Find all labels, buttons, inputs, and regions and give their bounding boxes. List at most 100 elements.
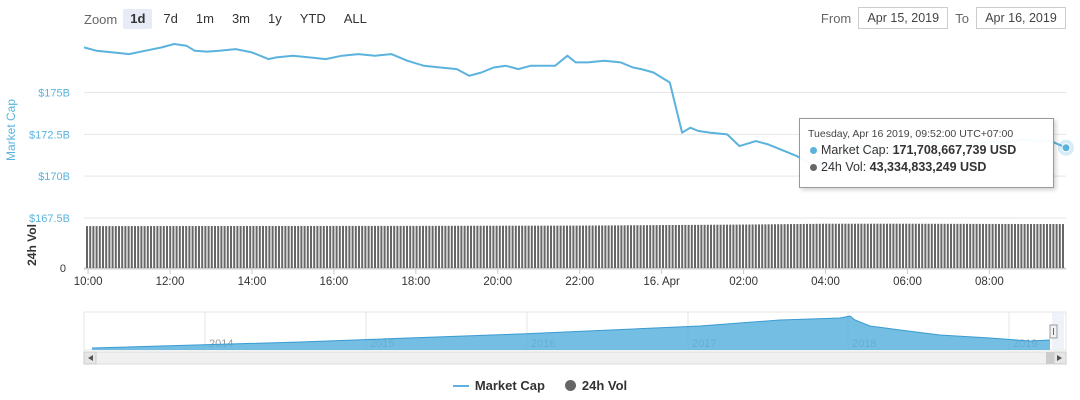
volume-bar: [962, 223, 965, 268]
volume-bar: [354, 225, 357, 268]
volume-bar: [553, 225, 556, 268]
volume-bar: [735, 224, 738, 268]
volume-bar: [706, 224, 709, 268]
volume-bar: [143, 226, 146, 268]
volume-bar: [895, 223, 898, 268]
volume-bar: [377, 225, 380, 268]
volume-bar: [722, 224, 725, 268]
volume-bar: [105, 226, 108, 268]
volume-bar: [1055, 224, 1058, 268]
volume-bar: [585, 225, 588, 268]
volume-bar: [937, 223, 940, 268]
legend-item-volume[interactable]: 24h Vol: [564, 378, 628, 393]
volume-bar: [466, 225, 469, 268]
volume-bar: [524, 225, 527, 268]
volume-bar: [438, 225, 440, 268]
volume-bar: [575, 225, 578, 268]
volume-bar: [665, 225, 668, 268]
volume-bar: [390, 225, 392, 268]
volume-bar: [818, 223, 821, 268]
volume-bar: [729, 224, 732, 268]
volume-bar: [879, 223, 882, 268]
volume-bar: [822, 223, 824, 268]
volume-bar: [732, 224, 735, 268]
volume-bar: [882, 223, 885, 268]
volume-bar: [1010, 223, 1013, 268]
volume-bar: [153, 226, 156, 268]
volume-bar: [642, 225, 645, 268]
volume-bar: [1004, 223, 1007, 268]
volume-bar: [972, 223, 975, 268]
zoom-button-3m[interactable]: 3m: [231, 11, 250, 26]
volume-bar: [927, 223, 930, 268]
zoom-button-1d[interactable]: 1d: [123, 9, 153, 29]
from-label: From: [820, 10, 852, 26]
volume-bar: [649, 225, 652, 268]
volume-bar: [92, 226, 95, 268]
volume-bar: [694, 224, 696, 268]
volume-bar: [1023, 223, 1026, 268]
volume-bar: [674, 224, 677, 268]
volume-bar: [681, 224, 684, 268]
volume-bar: [969, 223, 972, 268]
zoom-button-all[interactable]: ALL: [343, 11, 367, 26]
volume-bar: [364, 225, 367, 268]
volume-bar: [1039, 224, 1042, 268]
volume-bar: [150, 226, 152, 268]
y-tick-label: $170B: [38, 171, 70, 183]
volume-bar: [294, 225, 296, 268]
volume-bar: [233, 225, 236, 268]
volume-bar: [953, 223, 956, 268]
scrollbar-thumb[interactable]: [1046, 352, 1054, 364]
zoom-button-ytd[interactable]: YTD: [299, 11, 326, 26]
to-date-input[interactable]: [976, 7, 1066, 29]
volume-bar: [562, 225, 565, 268]
tooltip-market-cap-row: Market Cap: 171,708,667,739 USD: [810, 143, 1016, 157]
volume-bar: [102, 226, 104, 268]
volume-bar: [825, 223, 828, 268]
volume-bar: [415, 225, 418, 268]
volume-bar: [511, 225, 514, 268]
volume-bar: [668, 225, 671, 268]
volume-bar: [476, 225, 479, 268]
volume-bar: [844, 223, 847, 268]
volume-bar: [610, 225, 613, 268]
zoom-button-1y[interactable]: 1y: [268, 11, 282, 26]
scroll-left-arrow-icon: [88, 355, 93, 361]
volume-bar: [201, 226, 204, 268]
legend-label-volume: 24h Vol: [581, 378, 628, 393]
volume-bar: [486, 225, 488, 268]
from-date-input[interactable]: [858, 7, 949, 29]
volume-bar: [662, 225, 664, 268]
volume-bar: [838, 223, 840, 268]
volume-bar: [930, 223, 933, 268]
zoom-button-7d[interactable]: 7d: [163, 11, 178, 26]
volume-bar: [380, 225, 383, 268]
x-tick-label: 20:00: [483, 276, 512, 288]
volume-bar: [870, 223, 872, 268]
volume-bar: [210, 226, 213, 268]
volume-bar: [134, 226, 136, 268]
volume-bar: [319, 225, 322, 268]
volume-bar: [1007, 223, 1010, 268]
volume-bar: [626, 225, 629, 268]
scrollbar-track[interactable]: [83, 351, 1067, 365]
zoom-button-1m[interactable]: 1m: [195, 11, 214, 26]
volume-bar: [114, 226, 117, 268]
volume-bar: [303, 225, 306, 268]
volume-bar: [559, 225, 562, 268]
volume-bar: [326, 225, 328, 268]
navigator-line: [91, 315, 1051, 349]
volume-bar: [188, 226, 191, 268]
volume-bar: [716, 224, 719, 268]
volume-bar: [95, 226, 98, 268]
volume-bar: [658, 225, 661, 268]
volume-bar: [946, 223, 949, 268]
volume-bar: [441, 225, 444, 268]
tooltip-date: Tuesday, Apr 16 2019, 09:52:00 UTC+07:00: [808, 128, 1014, 140]
volume-bar: [950, 223, 952, 268]
volume-bar: [754, 224, 757, 268]
legend-item-market-cap[interactable]: Market Cap: [452, 378, 545, 393]
volume-bar: [991, 223, 994, 268]
volume-bar: [191, 226, 194, 268]
